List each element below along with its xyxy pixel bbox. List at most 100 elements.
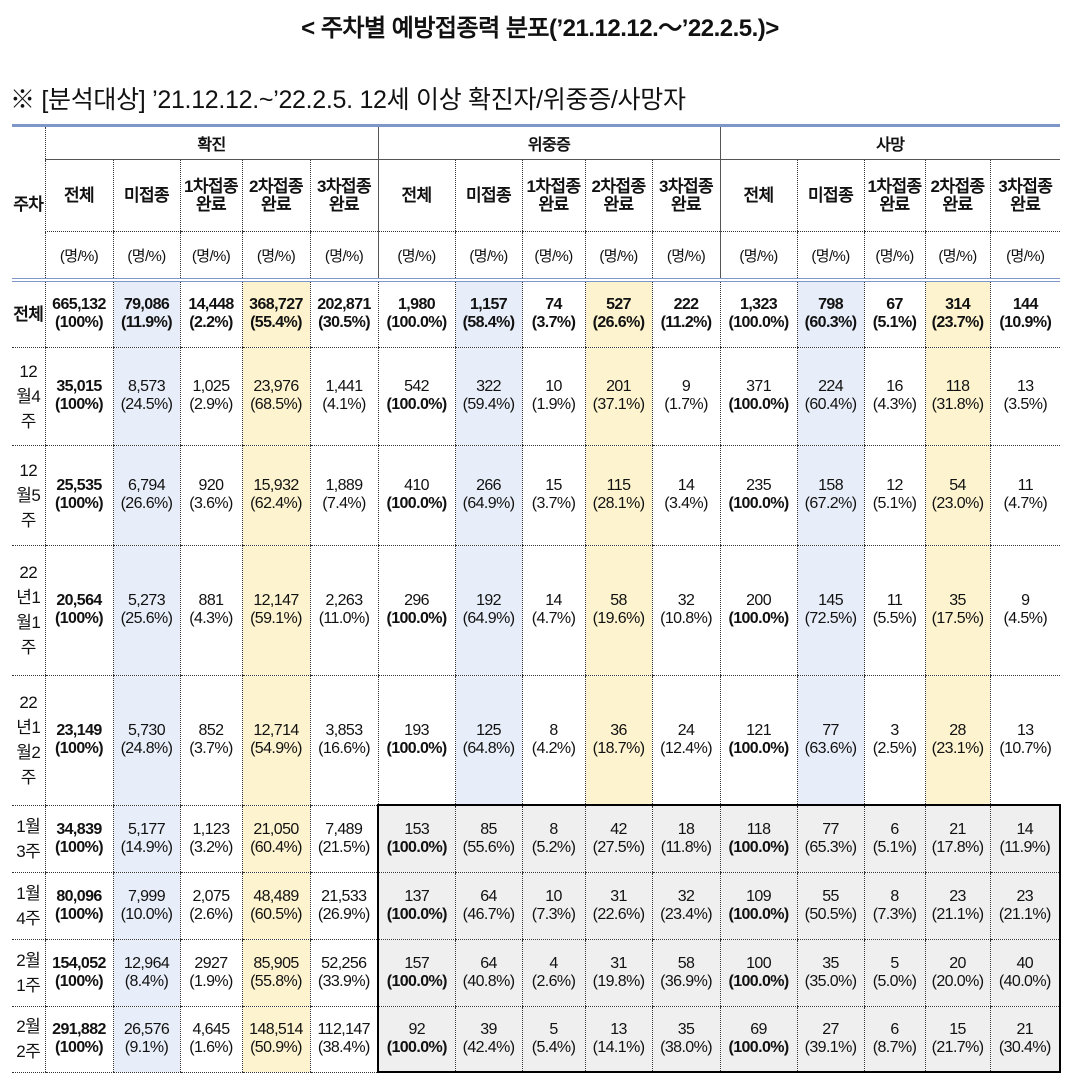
count: 12,964 <box>123 954 170 972</box>
count: 665,132 <box>52 296 106 314</box>
count: 13 <box>610 1020 627 1038</box>
data-cell: 266 (64.9%) <box>454 445 523 546</box>
cell-box: 5,730 (24.8%) <box>114 722 180 758</box>
cell-box: 67 (5.1%) <box>865 296 925 332</box>
count: 1,123 <box>192 820 230 838</box>
count: 58 <box>677 954 695 972</box>
cell-box: 322 (59.4%) <box>456 378 522 414</box>
percent: (22.6%) <box>592 905 645 923</box>
data-row: 전체 665,132 (100%) 79,086 (11.9%) 14,448 (2.2%)… <box>12 280 1061 348</box>
data-cell: 23,149 (100%) <box>44 675 113 806</box>
percent: (100.0%) <box>386 495 447 512</box>
count: 8 <box>549 820 558 838</box>
data-cell: 10 (7.3%) <box>521 872 586 940</box>
data-cell: 12,964 (8.4%) <box>112 939 180 1007</box>
data-cell: 109 (100.0%) <box>719 872 798 940</box>
cell-box: 15 (21.7%) <box>926 1021 990 1057</box>
cell-box: 11 (4.7%) <box>991 477 1060 513</box>
cell-box: 291,882 (100%) <box>46 1021 113 1057</box>
cell-box: 32 (23.4%) <box>653 888 720 924</box>
data-cell: 100 (100.0%) <box>719 939 798 1007</box>
cell-box: 1,323 (100.0%) <box>721 296 797 332</box>
percent: (67.2%) <box>804 495 857 512</box>
data-cell: 144 (10.9%) <box>989 280 1061 348</box>
count: 157 <box>404 954 430 972</box>
cell-box: 154,052 (100%) <box>46 955 113 991</box>
count: 92 <box>408 1020 426 1038</box>
cell-box: 85 (55.6%) <box>456 821 522 857</box>
cell-box: 112,147 (38.4%) <box>311 1021 377 1057</box>
column-header: 전체 <box>719 159 798 232</box>
count: 296 <box>404 592 430 609</box>
data-cell: 6 (5.1%) <box>863 804 926 873</box>
cell-box: 39 (42.4%) <box>456 1021 522 1057</box>
data-cell: 31 (22.6%) <box>584 872 653 940</box>
data-cell: 15 (21.7%) <box>924 1006 991 1073</box>
count: 1,025 <box>192 378 230 395</box>
count: 23 <box>1016 887 1034 905</box>
percent: (7.4%) <box>322 495 366 512</box>
cell-box: 21 (17.8%) <box>926 821 990 857</box>
data-cell: 39 (42.4%) <box>454 1006 523 1073</box>
row-label: 전체 <box>12 280 45 348</box>
data-cell: 202,871 (30.5%) <box>309 280 379 348</box>
percent: (33.9%) <box>317 972 370 990</box>
count: 5 <box>549 1020 558 1038</box>
data-cell: 1,157 (58.4%) <box>454 280 523 348</box>
percent: (35.0%) <box>804 972 857 990</box>
data-cell: 665,132 (100%) <box>44 280 113 348</box>
count: 527 <box>606 296 632 314</box>
data-cell: 31 (19.8%) <box>584 939 653 1007</box>
data-cell: 27 (39.1%) <box>796 1006 865 1073</box>
count: 23,976 <box>253 378 299 395</box>
count: 5 <box>890 954 899 972</box>
percent: (4.7%) <box>1003 495 1048 512</box>
data-cell: 48,489 (60.5%) <box>241 872 310 940</box>
unit-header: (명/%) <box>44 231 113 282</box>
cell-box: 31 (19.8%) <box>586 955 652 991</box>
data-cell: 13 (14.1%) <box>584 1006 653 1073</box>
cell-box: 21,533 (26.9%) <box>311 888 377 924</box>
cell-box: 1,889 (7.4%) <box>311 477 378 513</box>
cell-box: 200 (100.0%) <box>721 592 797 628</box>
count: 9 <box>681 378 691 395</box>
cell-box: 1,025 (2.9%) <box>181 378 242 414</box>
unit-header: (명/%) <box>521 231 586 282</box>
cell-box: 3,853 (16.6%) <box>311 722 378 758</box>
percent: (60.4%) <box>804 396 857 413</box>
data-cell: 5,730 (24.8%) <box>112 675 180 806</box>
percent: (100.0%) <box>728 314 789 332</box>
data-cell: 4,645 (1.6%) <box>179 1006 242 1073</box>
group-header: 확진 <box>44 125 379 160</box>
data-cell: 1,441 (4.1%) <box>309 347 379 446</box>
data-cell: 527 (26.6%) <box>584 280 653 348</box>
percent: (3.5%) <box>1003 396 1048 413</box>
count: 14,448 <box>188 296 234 314</box>
percent: (27.5%) <box>592 838 645 856</box>
cell-box: 109 (100.0%) <box>721 888 797 924</box>
data-cell: 21 (17.8%) <box>924 804 991 873</box>
percent: (26.6%) <box>592 314 645 332</box>
cell-box: 32 (10.8%) <box>653 592 720 628</box>
data-cell: 852 (3.7%) <box>179 675 242 806</box>
count: 16 <box>886 378 903 395</box>
data-cell: 20,564 (100%) <box>44 545 113 676</box>
percent: (39.1%) <box>804 1038 857 1056</box>
data-cell: 6 (8.7%) <box>863 1006 926 1073</box>
percent: (11.2%) <box>660 314 713 332</box>
data-cell: 64 (40.8%) <box>454 939 523 1007</box>
data-cell: 112,147 (38.4%) <box>309 1006 379 1073</box>
count: 15,932 <box>253 477 299 494</box>
percent: (4.2%) <box>531 739 576 757</box>
cell-box: 201 (37.1%) <box>586 378 652 414</box>
cell-box: 55 (50.5%) <box>798 888 864 924</box>
percent: (2.9%) <box>189 396 233 413</box>
count: 14 <box>545 592 562 609</box>
column-header: 미접종 <box>454 159 523 232</box>
count: 118 <box>945 378 970 395</box>
data-cell: 1,980 (100.0%) <box>377 280 456 348</box>
percent: (5.1%) <box>872 314 917 332</box>
percent: (5.1%) <box>872 495 917 512</box>
data-cell: 222 (11.2%) <box>651 280 721 348</box>
percent: (4.5%) <box>1003 610 1048 627</box>
